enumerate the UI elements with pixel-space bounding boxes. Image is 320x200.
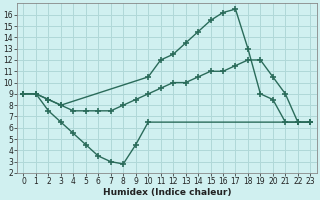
X-axis label: Humidex (Indice chaleur): Humidex (Indice chaleur) [103,188,231,197]
